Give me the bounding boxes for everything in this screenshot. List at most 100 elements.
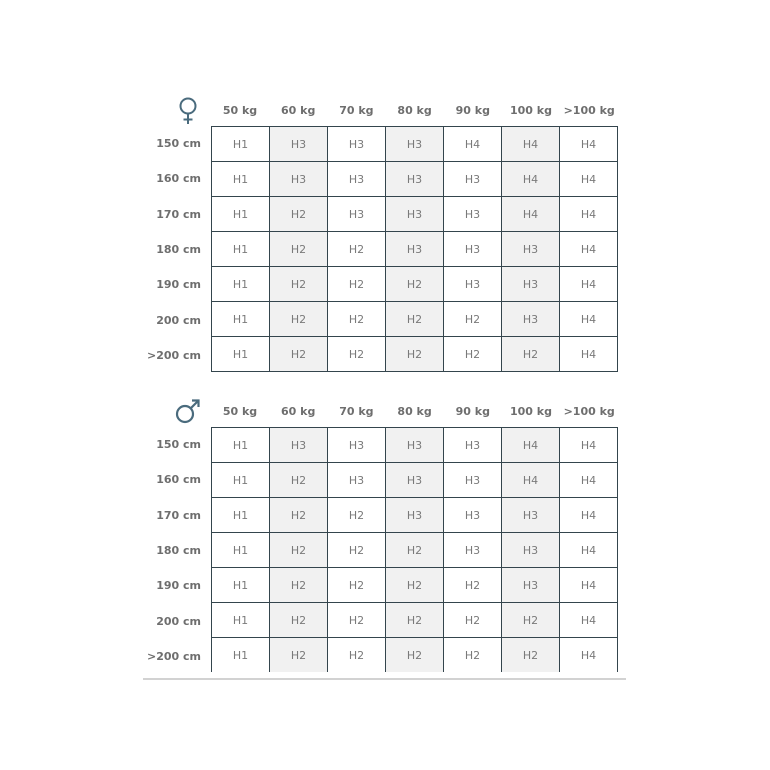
- column-header: 90 kg: [455, 104, 490, 117]
- size-cell: H2: [443, 301, 502, 337]
- size-cell: H2: [327, 231, 386, 267]
- male-icon: [175, 399, 200, 424]
- size-cell: H3: [385, 427, 444, 463]
- column-header: 70 kg: [339, 405, 374, 418]
- size-cell: H1: [211, 567, 270, 603]
- size-cell: H2: [385, 266, 444, 302]
- size-cell: H2: [269, 231, 328, 267]
- size-cell: H4: [501, 462, 560, 498]
- row-header: 190 cm: [156, 278, 201, 292]
- size-cell: H4: [501, 196, 560, 232]
- size-cell: H2: [385, 637, 444, 672]
- row-header: 200 cm: [156, 614, 201, 628]
- size-cell: H1: [211, 637, 270, 672]
- size-cell: H3: [269, 161, 328, 197]
- size-cell: H2: [385, 602, 444, 638]
- size-cell: H3: [327, 427, 386, 463]
- row-header: 170 cm: [156, 508, 201, 522]
- column-header: 80 kg: [397, 405, 432, 418]
- size-cell: H1: [211, 602, 270, 638]
- row-header: >200 cm: [147, 649, 201, 663]
- table-row: H1 H2 H2 H2 H2 H3 H4: [211, 567, 618, 603]
- column-header: 70 kg: [339, 104, 374, 117]
- size-cell: H3: [385, 161, 444, 197]
- table-row: H1 H2 H2 H2 H2 H2 H4: [211, 336, 618, 372]
- size-cell: H2: [385, 532, 444, 568]
- size-cell: H2: [269, 266, 328, 302]
- size-cell: H3: [501, 231, 560, 267]
- table-row: H1 H2 H2 H3 H3 H3 H4: [211, 497, 618, 533]
- size-cell: H3: [269, 126, 328, 162]
- size-cell: H2: [327, 301, 386, 337]
- size-cell: H2: [501, 336, 560, 372]
- size-cell: H3: [443, 532, 502, 568]
- size-cell: H3: [385, 126, 444, 162]
- size-cell: H3: [443, 161, 502, 197]
- size-cell: H3: [327, 462, 386, 498]
- size-cell: H1: [211, 126, 270, 162]
- size-cell: H2: [327, 567, 386, 603]
- size-cell: H4: [559, 427, 618, 463]
- column-header: 90 kg: [455, 405, 490, 418]
- size-cell: H2: [269, 567, 328, 603]
- size-cell: H3: [443, 427, 502, 463]
- size-cell: H2: [269, 196, 328, 232]
- size-cell: H3: [501, 532, 560, 568]
- size-cell: H2: [443, 567, 502, 603]
- size-cell: H3: [443, 462, 502, 498]
- table-row: H1 H2 H2 H3 H3 H3 H4: [211, 231, 618, 267]
- size-cell: H2: [269, 532, 328, 568]
- size-cell: H3: [501, 497, 560, 533]
- row-header: 170 cm: [156, 207, 201, 221]
- size-cell: H2: [269, 301, 328, 337]
- size-cell: H2: [501, 637, 560, 672]
- size-cell: H1: [211, 161, 270, 197]
- size-cell: H1: [211, 196, 270, 232]
- column-header: >100 kg: [563, 405, 615, 418]
- table-row: H1 H2 H3 H3 H3 H4 H4: [211, 462, 618, 498]
- table-row: H1 H2 H2 H2 H2 H2 H4: [211, 602, 618, 638]
- size-cell: H3: [501, 567, 560, 603]
- size-cell: H3: [327, 126, 386, 162]
- size-grid: H1 H3 H3 H3 H3 H4 H4 H1 H2 H3 H3 H3 H4 H4 H1 H2 H2 H3 H3 H3…: [211, 427, 618, 672]
- size-cell: H3: [327, 196, 386, 232]
- size-cell: H4: [559, 567, 618, 603]
- row-header: 180 cm: [156, 242, 201, 256]
- row-header: 180 cm: [156, 543, 201, 557]
- size-cell: H1: [211, 497, 270, 533]
- size-cell: H4: [443, 126, 502, 162]
- size-cell: H3: [443, 266, 502, 302]
- size-cell: H3: [443, 231, 502, 267]
- size-cell: H1: [211, 336, 270, 372]
- size-cell: H2: [385, 336, 444, 372]
- size-cell: H3: [501, 301, 560, 337]
- size-cell: H4: [501, 427, 560, 463]
- row-header: 200 cm: [156, 313, 201, 327]
- size-cell: H4: [559, 462, 618, 498]
- row-header: 160 cm: [156, 473, 201, 487]
- size-cell: H2: [269, 602, 328, 638]
- column-header: 60 kg: [281, 104, 316, 117]
- column-header: >100 kg: [563, 104, 615, 117]
- size-cell: H4: [559, 196, 618, 232]
- size-cell: H4: [559, 336, 618, 372]
- size-cell: H3: [443, 196, 502, 232]
- size-cell: H4: [501, 161, 560, 197]
- size-cell: H4: [559, 301, 618, 337]
- size-cell: H4: [559, 231, 618, 267]
- column-header: 50 kg: [222, 405, 258, 418]
- size-cell: H2: [443, 336, 502, 372]
- size-cell: H4: [559, 126, 618, 162]
- size-cell: H2: [269, 637, 328, 672]
- size-cell: H1: [211, 266, 270, 302]
- size-cell: H3: [327, 161, 386, 197]
- size-cell: H4: [559, 161, 618, 197]
- size-cell: H1: [211, 532, 270, 568]
- size-cell: H2: [327, 532, 386, 568]
- size-cell: H1: [211, 427, 270, 463]
- size-cell: H2: [269, 336, 328, 372]
- table-row: H1 H2 H2 H2 H3 H3 H4: [211, 532, 618, 568]
- row-header: 160 cm: [156, 172, 201, 186]
- size-cell: H3: [269, 427, 328, 463]
- table-row: H1 H2 H3 H3 H3 H4 H4: [211, 196, 618, 232]
